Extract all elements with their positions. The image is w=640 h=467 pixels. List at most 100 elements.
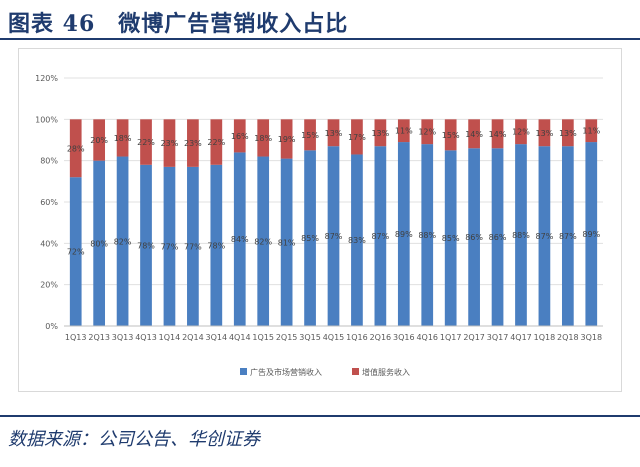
data-label-vas: 13% <box>325 129 343 138</box>
x-tick-label: 3Q18 <box>580 333 602 342</box>
bar-segment-ad-revenue <box>421 144 434 326</box>
bar-segment-ad-revenue <box>515 144 527 326</box>
data-label-ad: 86% <box>489 233 507 242</box>
y-tick-label: 0% <box>45 322 58 331</box>
y-tick-label: 20% <box>40 281 58 290</box>
data-label-vas: 12% <box>418 128 436 137</box>
bar-segment-vas-revenue <box>585 119 598 143</box>
data-label-vas: 20% <box>90 136 108 145</box>
bar-segment-ad-revenue <box>140 164 152 326</box>
bar-segment-ad-revenue <box>561 146 574 326</box>
bar-segment-ad-revenue <box>163 166 176 326</box>
bar-segment-vas-revenue <box>421 119 434 145</box>
stacked-bar-chart: 0% 20% 40% 60% 80% 100% 120% 72% 28% 1Q13 80% 20% 2Q… <box>35 74 603 377</box>
data-label-ad: 77% <box>161 242 179 251</box>
bar-segment-vas-revenue <box>491 119 504 149</box>
bar-segment-ad-revenue <box>397 142 410 326</box>
bar-segment-vas-revenue <box>116 119 129 157</box>
x-tick-label: 2Q17 <box>463 333 485 342</box>
bar-segment-vas-revenue <box>327 119 340 147</box>
x-tick-label: 3Q15 <box>299 333 321 342</box>
bar-segment-vas-revenue <box>93 119 106 161</box>
x-tick-label: 3Q16 <box>393 333 415 342</box>
data-label-ad: 85% <box>442 234 460 243</box>
y-tick-label: 100% <box>35 115 58 124</box>
bar-segment-vas-revenue <box>444 119 457 151</box>
x-tick-label: 2Q16 <box>370 333 392 342</box>
data-label-ad: 78% <box>207 241 225 250</box>
data-label-ad: 89% <box>582 230 600 239</box>
bar-segment-ad-revenue <box>374 146 387 326</box>
bar-segment-vas-revenue <box>468 119 480 149</box>
x-tick-label: 3Q14 <box>206 333 228 342</box>
data-label-vas: 11% <box>395 127 413 136</box>
data-label-vas: 18% <box>114 134 132 143</box>
bar-segment-vas-revenue <box>538 119 551 147</box>
page-title: 图表 46 微博广告营销收入占比 <box>8 11 349 37</box>
bar-segment-vas-revenue <box>187 119 199 167</box>
data-label-vas: 14% <box>465 130 483 139</box>
bar-segment-ad-revenue <box>468 148 480 326</box>
data-label-vas: 13% <box>559 129 577 138</box>
x-tick-label: 2Q15 <box>276 333 298 342</box>
bar-segment-vas-revenue <box>233 119 246 153</box>
data-label-vas: 13% <box>536 129 554 138</box>
data-label-vas: 19% <box>278 135 296 144</box>
x-tick-label: 1Q16 <box>346 333 368 342</box>
bar-segment-ad-revenue <box>491 148 504 326</box>
bar-segment-ad-revenue <box>187 166 199 326</box>
data-label-ad: 72% <box>67 248 85 257</box>
x-tick-label: 1Q18 <box>534 333 556 342</box>
legend-swatch-vas <box>352 368 359 375</box>
legend-label-ad: 广告及市场营销收入 <box>250 367 322 377</box>
bar-segment-ad-revenue <box>280 158 293 326</box>
x-tick-label: 1Q13 <box>65 333 87 342</box>
data-label-ad: 82% <box>114 237 132 246</box>
bar-segment-ad-revenue <box>257 156 270 326</box>
data-label-ad: 86% <box>465 233 483 242</box>
data-label-ad: 87% <box>559 232 577 241</box>
bar-segment-ad-revenue <box>444 150 457 326</box>
legend-swatch-ad <box>240 368 247 375</box>
data-label-vas: 23% <box>184 139 202 148</box>
data-label-ad: 89% <box>395 230 413 239</box>
x-tick-label: 2Q14 <box>182 333 204 342</box>
x-tick-label: 4Q13 <box>135 333 157 342</box>
data-label-ad: 83% <box>348 236 366 245</box>
bar-segment-vas-revenue <box>561 119 574 147</box>
x-tick-label: 2Q18 <box>557 333 579 342</box>
bar-segment-vas-revenue <box>280 119 293 159</box>
data-label-ad: 84% <box>231 235 249 244</box>
y-tick-label: 80% <box>40 157 58 166</box>
data-label-vas: 22% <box>207 138 225 147</box>
bar-segment-vas-revenue <box>210 119 223 165</box>
bar-segment-vas-revenue <box>515 119 527 145</box>
bar-segment-vas-revenue <box>351 119 363 155</box>
source-note: 数据来源：公司公告、华创证券 <box>8 429 260 450</box>
bar-segment-ad-revenue <box>116 156 129 326</box>
legend-label-vas: 增值服务收入 <box>362 367 410 377</box>
data-label-ad: 88% <box>418 231 436 240</box>
bar-segment-vas-revenue <box>163 119 176 167</box>
bar-segment-vas-revenue <box>257 119 270 157</box>
data-label-ad: 87% <box>536 232 554 241</box>
x-tick-label: 3Q13 <box>112 333 134 342</box>
y-tick-label: 60% <box>40 198 58 207</box>
data-label-vas: 12% <box>512 128 530 137</box>
bar-segment-vas-revenue <box>140 119 152 165</box>
bar-segment-ad-revenue <box>304 150 316 326</box>
data-label-ad: 87% <box>371 232 389 241</box>
title-divider <box>0 38 640 40</box>
data-label-ad: 80% <box>90 239 108 248</box>
bar-segment-ad-revenue <box>351 154 363 326</box>
data-label-vas: 28% <box>67 144 85 153</box>
bar-segment-vas-revenue <box>397 119 410 143</box>
data-label-vas: 18% <box>254 134 272 143</box>
x-tick-label: 4Q14 <box>229 333 251 342</box>
y-tick-label: 120% <box>35 74 58 83</box>
data-label-vas: 13% <box>371 129 389 138</box>
data-label-vas: 14% <box>489 130 507 139</box>
data-label-vas: 22% <box>137 138 155 147</box>
x-tick-label: 4Q15 <box>323 333 345 342</box>
x-tick-label: 4Q17 <box>510 333 532 342</box>
